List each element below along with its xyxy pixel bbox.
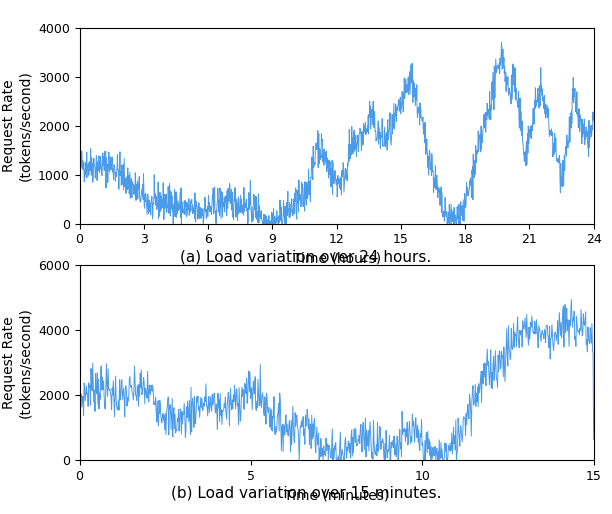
Text: (b) Load variation over 15 minutes.: (b) Load variation over 15 minutes. [171,486,441,501]
X-axis label: Time (minutes): Time (minutes) [284,488,389,502]
Y-axis label: Request Rate
(tokens/second): Request Rate (tokens/second) [2,70,32,181]
Text: (a) Load variation over 24 hours.: (a) Load variation over 24 hours. [181,249,431,265]
X-axis label: Time (hours): Time (hours) [293,252,381,266]
Y-axis label: Request Rate
(tokens/second): Request Rate (tokens/second) [2,307,32,418]
